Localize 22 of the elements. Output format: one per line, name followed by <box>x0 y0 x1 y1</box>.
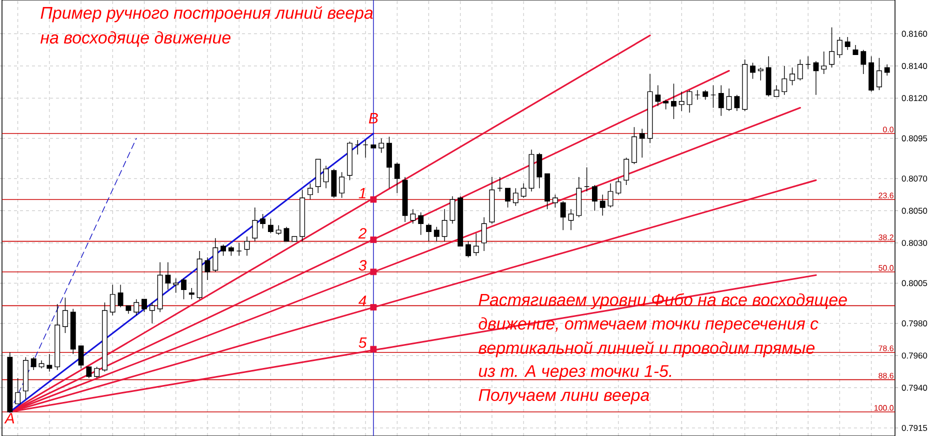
y-tick-label: 0.8140 <box>902 62 928 69</box>
chart-title: Пример ручного построения линий веера <box>40 6 373 22</box>
y-tick-label: 0.8070 <box>902 176 928 182</box>
annotation: 4 <box>358 296 366 306</box>
y-tick-label: 0.8050 <box>902 208 928 214</box>
annotation: 1 <box>358 188 366 198</box>
y-tick-label: 0.7960 <box>902 352 928 359</box>
text: на восходяще движение <box>40 31 230 47</box>
annotation: 5 <box>358 337 367 348</box>
annotation: A <box>4 413 14 424</box>
annotation: 3 <box>358 260 367 271</box>
annotation: 2 <box>358 228 366 239</box>
y-tick-label: 0.7915 <box>902 424 928 431</box>
y-tick-label: 0.7980 <box>902 320 928 326</box>
annotation: Получаем лини веера <box>478 389 650 404</box>
y-tick-label: 0.8095 <box>902 135 928 142</box>
y-tick-label: 0.7940 <box>902 384 928 391</box>
annotation: из т. А через точки 1-5. <box>478 365 672 380</box>
y-tick-label: 0.8120 <box>902 95 928 102</box>
y-tick-label: 0.8030 <box>902 240 928 246</box>
y-tick-label: 0.8160 <box>902 30 928 37</box>
y-tick-label: 0.8005 <box>902 280 928 286</box>
